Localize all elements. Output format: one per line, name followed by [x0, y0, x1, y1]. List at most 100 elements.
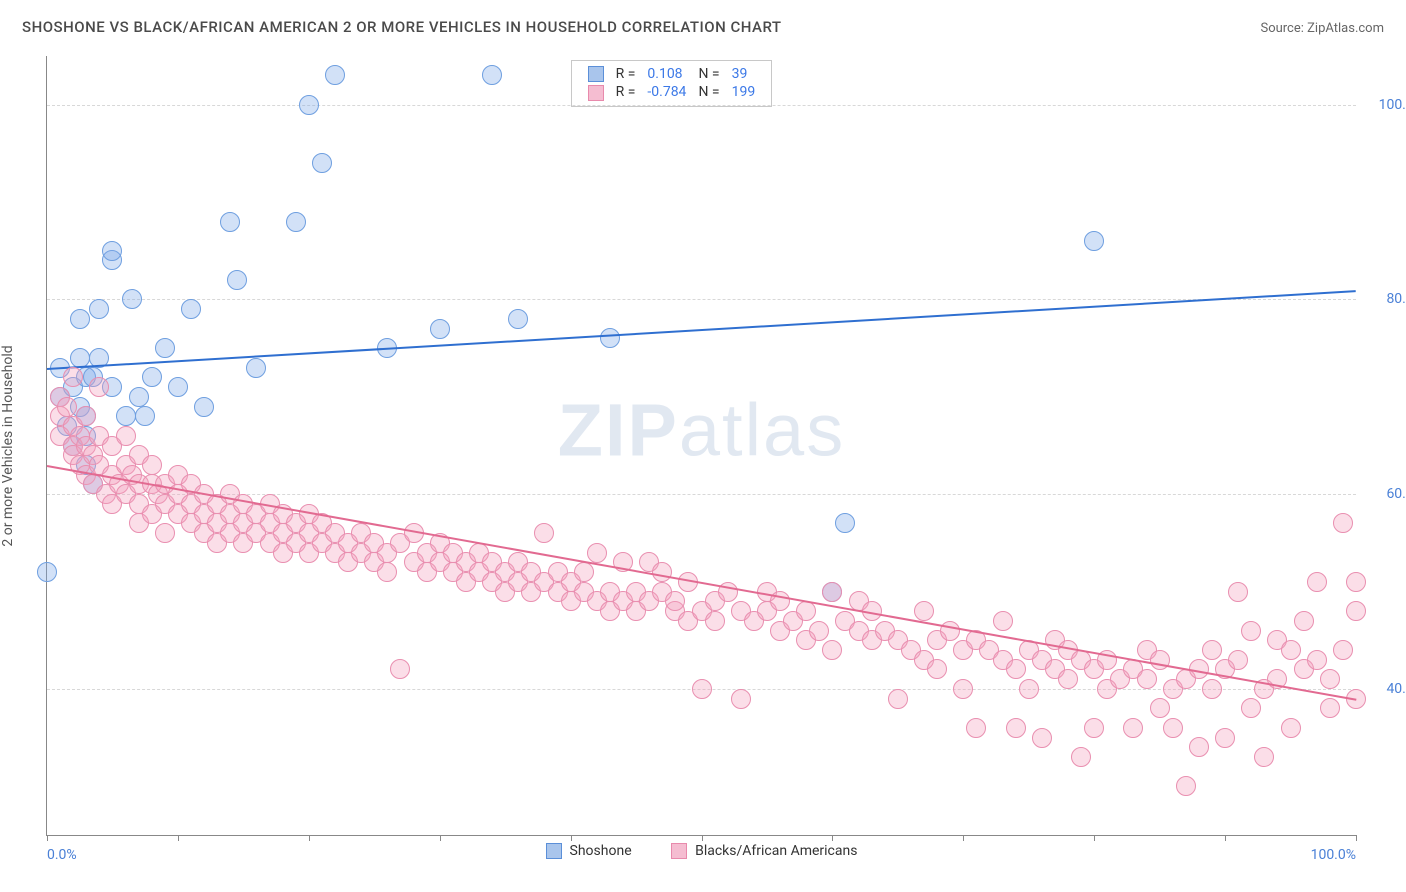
data-point — [89, 377, 109, 397]
data-point — [1123, 718, 1143, 738]
data-point — [508, 309, 528, 329]
data-point — [390, 659, 410, 679]
data-point — [665, 591, 685, 611]
gridline — [47, 299, 1356, 300]
x-tick — [440, 835, 441, 841]
data-point — [1294, 611, 1314, 631]
data-point — [135, 406, 155, 426]
data-point — [76, 406, 96, 426]
watermark: ZIPatlas — [558, 387, 845, 472]
data-point — [888, 689, 908, 709]
data-point — [1176, 776, 1196, 796]
data-point — [63, 367, 83, 387]
data-point — [1241, 698, 1261, 718]
data-point — [809, 621, 829, 641]
watermark-atlas: atlas — [679, 388, 845, 471]
legend-swatch-black — [671, 843, 687, 859]
data-point — [116, 406, 136, 426]
gridline — [47, 105, 1356, 106]
x-tick — [702, 835, 703, 841]
data-point — [1333, 513, 1353, 533]
series-legend: Shoshone Blacks/African Americans — [47, 843, 1356, 863]
data-point — [1084, 718, 1104, 738]
data-point — [534, 523, 554, 543]
data-point — [927, 659, 947, 679]
chart-title: SHOSHONE VS BLACK/AFRICAN AMERICAN 2 OR … — [22, 18, 782, 36]
data-point — [37, 562, 57, 582]
legend-swatch-shoshone — [546, 843, 562, 859]
legend-label: Blacks/African Americans — [695, 843, 857, 859]
data-point — [1241, 621, 1261, 641]
data-point — [312, 153, 332, 173]
data-point — [116, 426, 136, 446]
data-point — [89, 299, 109, 319]
data-point — [705, 611, 725, 631]
data-point — [1320, 669, 1340, 689]
legend-row: R = 0.108 N = 39 — [582, 65, 762, 83]
scatter-plot: ZIPatlas R = 0.108 N = 39 R = -0.784 N =… — [46, 56, 1356, 836]
y-tick-label: 80.0% — [1364, 291, 1406, 307]
data-point — [940, 621, 960, 641]
x-tick — [309, 835, 310, 841]
data-point — [587, 543, 607, 563]
data-point — [1006, 659, 1026, 679]
data-point — [142, 455, 162, 475]
x-tick — [1356, 835, 1357, 841]
x-tick — [571, 835, 572, 841]
data-point — [155, 523, 175, 543]
data-point — [1320, 698, 1340, 718]
y-tick-label: 40.0% — [1364, 681, 1406, 697]
source-link[interactable]: ZipAtlas.com — [1307, 21, 1384, 36]
data-point — [1281, 640, 1301, 660]
data-point — [966, 718, 986, 738]
data-point — [1228, 650, 1248, 670]
correlation-legend: R = 0.108 N = 39 R = -0.784 N = 199 — [571, 60, 773, 107]
data-point — [1058, 669, 1078, 689]
data-point — [220, 212, 240, 232]
source-caption: Source: ZipAtlas.com — [1260, 21, 1384, 36]
x-tick-label: 0.0% — [47, 847, 77, 863]
legend-item: Shoshone — [546, 843, 632, 859]
data-point — [731, 689, 751, 709]
legend-n-value: 39 — [726, 65, 762, 83]
y-tick-label: 100.0% — [1364, 97, 1406, 113]
data-point — [953, 679, 973, 699]
data-point — [1346, 572, 1366, 592]
data-point — [325, 65, 345, 85]
source-prefix: Source: — [1260, 21, 1307, 36]
legend-n-label: N = — [692, 65, 725, 83]
data-point — [1281, 718, 1301, 738]
legend-item: Blacks/African Americans — [671, 843, 857, 859]
data-point — [142, 367, 162, 387]
data-point — [1084, 231, 1104, 251]
legend-r-label: R = — [610, 83, 642, 101]
data-point — [600, 328, 620, 348]
x-tick — [832, 835, 833, 841]
data-point — [1228, 582, 1248, 602]
data-point — [246, 358, 266, 378]
x-tick — [1094, 835, 1095, 841]
data-point — [1163, 718, 1183, 738]
x-tick — [1225, 835, 1226, 841]
data-point — [993, 611, 1013, 631]
x-tick — [963, 835, 964, 841]
x-tick — [47, 835, 48, 841]
x-tick-label: 100.0% — [1311, 847, 1356, 863]
legend-r-label: R = — [610, 65, 642, 83]
data-point — [299, 95, 319, 115]
data-point — [574, 562, 594, 582]
data-point — [194, 397, 214, 417]
data-point — [1071, 747, 1091, 767]
data-point — [692, 679, 712, 699]
data-point — [1019, 679, 1039, 699]
data-point — [1307, 650, 1327, 670]
data-point — [1202, 640, 1222, 660]
data-point — [168, 377, 188, 397]
legend-swatch-black — [588, 85, 604, 101]
data-point — [129, 387, 149, 407]
data-point — [1333, 640, 1353, 660]
trend-line — [47, 290, 1356, 370]
data-point — [1189, 737, 1209, 757]
x-tick — [178, 835, 179, 841]
data-point — [181, 299, 201, 319]
